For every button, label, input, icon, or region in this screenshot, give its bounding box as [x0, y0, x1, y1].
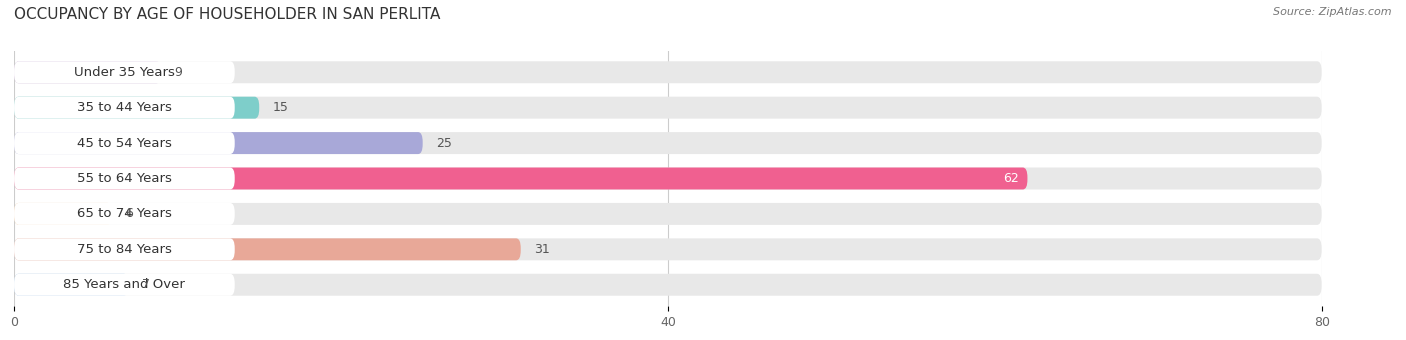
Text: 65 to 74 Years: 65 to 74 Years	[77, 207, 172, 220]
FancyBboxPatch shape	[14, 238, 1322, 260]
FancyBboxPatch shape	[14, 132, 423, 154]
Text: 6: 6	[125, 207, 134, 220]
FancyBboxPatch shape	[14, 168, 235, 189]
Text: 75 to 84 Years: 75 to 84 Years	[77, 243, 172, 256]
Text: Under 35 Years: Under 35 Years	[75, 66, 174, 79]
FancyBboxPatch shape	[14, 274, 1322, 296]
Text: 85 Years and Over: 85 Years and Over	[63, 278, 186, 291]
FancyBboxPatch shape	[14, 274, 235, 296]
FancyBboxPatch shape	[14, 97, 259, 119]
Text: 25: 25	[436, 137, 451, 150]
FancyBboxPatch shape	[14, 203, 235, 225]
FancyBboxPatch shape	[14, 97, 1322, 119]
Text: 35 to 44 Years: 35 to 44 Years	[77, 101, 172, 114]
FancyBboxPatch shape	[14, 132, 1322, 154]
FancyBboxPatch shape	[14, 61, 235, 83]
FancyBboxPatch shape	[14, 238, 520, 260]
FancyBboxPatch shape	[14, 61, 1322, 83]
Text: 15: 15	[273, 101, 288, 114]
Text: OCCUPANCY BY AGE OF HOUSEHOLDER IN SAN PERLITA: OCCUPANCY BY AGE OF HOUSEHOLDER IN SAN P…	[14, 7, 440, 22]
Text: 55 to 64 Years: 55 to 64 Years	[77, 172, 172, 185]
Text: 31: 31	[534, 243, 550, 256]
FancyBboxPatch shape	[14, 168, 1322, 189]
FancyBboxPatch shape	[14, 274, 128, 296]
Text: 62: 62	[1004, 172, 1019, 185]
Text: Source: ZipAtlas.com: Source: ZipAtlas.com	[1274, 7, 1392, 17]
FancyBboxPatch shape	[14, 203, 1322, 225]
FancyBboxPatch shape	[14, 168, 1028, 189]
FancyBboxPatch shape	[14, 97, 235, 119]
Text: 45 to 54 Years: 45 to 54 Years	[77, 137, 172, 150]
FancyBboxPatch shape	[14, 238, 235, 260]
FancyBboxPatch shape	[14, 61, 162, 83]
Text: 9: 9	[174, 66, 183, 79]
FancyBboxPatch shape	[14, 132, 235, 154]
FancyBboxPatch shape	[14, 203, 112, 225]
Text: 7: 7	[142, 278, 149, 291]
